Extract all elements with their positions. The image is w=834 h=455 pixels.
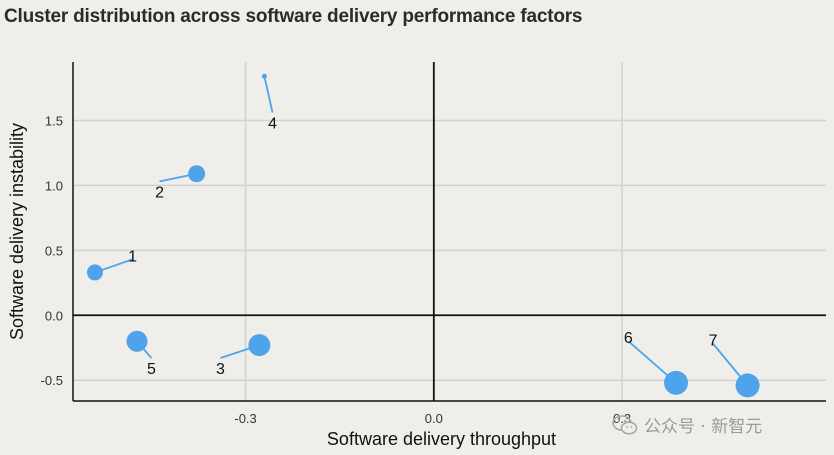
point-label: 5 — [147, 361, 156, 378]
point-label: 3 — [216, 361, 225, 378]
data-point — [261, 73, 267, 79]
y-tick-label: -0.5 — [41, 373, 63, 388]
data-point — [248, 334, 271, 357]
point-label: 6 — [624, 330, 633, 347]
point-label: 1 — [128, 248, 137, 265]
chart-title: Cluster distribution across software del… — [4, 6, 583, 27]
x-tick-label: -0.3 — [234, 411, 256, 426]
point-leader-line — [263, 76, 274, 113]
point-label: 4 — [268, 116, 277, 133]
watermark-text: 公众号 · 新智元 — [644, 417, 763, 437]
point-label: 2 — [155, 184, 164, 201]
x-axis-title: Software delivery throughput — [327, 429, 556, 449]
point-label: 7 — [709, 333, 718, 350]
data-point — [126, 330, 148, 352]
data-point — [188, 165, 206, 183]
y-tick-label: 0.5 — [45, 243, 63, 258]
y-tick-label: 1.5 — [45, 113, 63, 128]
y-tick-label: 1.0 — [45, 178, 63, 193]
x-tick-label: 0.0 — [425, 411, 443, 426]
data-point — [664, 370, 689, 395]
y-tick-label: 0.0 — [45, 308, 63, 323]
watermark: 公众号 · 新智元 — [612, 412, 762, 437]
data-point — [735, 373, 760, 398]
data-point — [86, 264, 103, 281]
y-axis-title: Software delivery instability — [7, 123, 27, 340]
wechat-icon — [612, 414, 638, 435]
